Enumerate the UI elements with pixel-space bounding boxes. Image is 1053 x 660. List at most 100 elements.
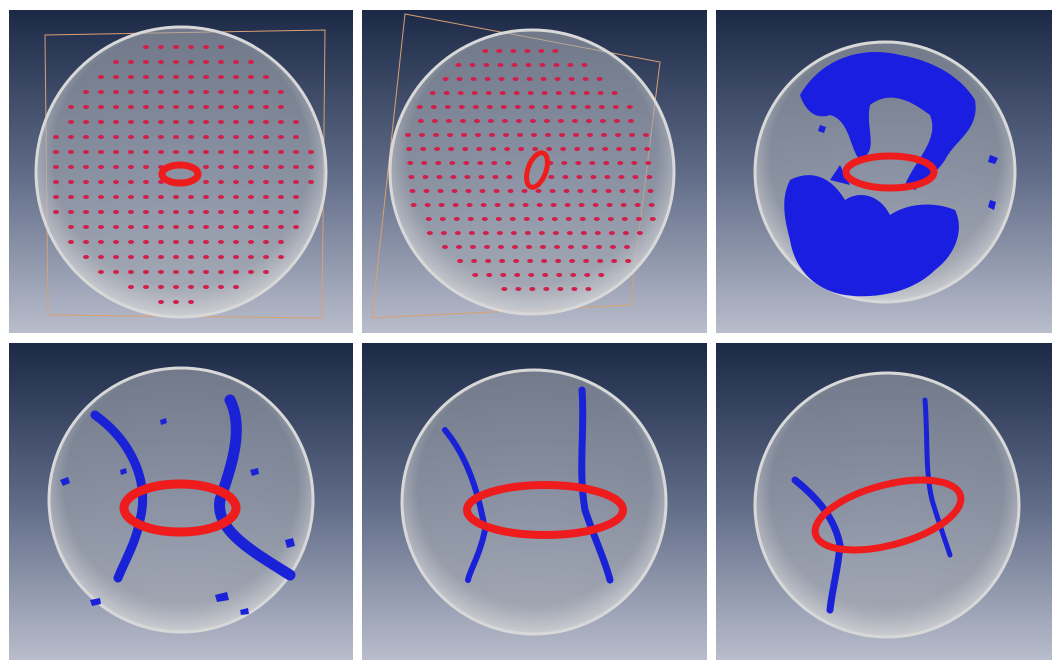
field-arrow: [308, 150, 314, 154]
field-arrow: [218, 180, 224, 184]
field-arrow: [504, 147, 510, 151]
field-arrow: [550, 189, 556, 193]
field-arrow: [143, 165, 149, 169]
field-arrow: [248, 210, 254, 214]
field-arrow: [578, 189, 584, 193]
field-arrow: [83, 90, 89, 94]
field-arrow: [248, 120, 254, 124]
field-arrow: [503, 133, 509, 137]
field-arrow: [466, 189, 472, 193]
field-arrow: [571, 105, 577, 109]
field-arrow: [449, 161, 455, 165]
field-arrow: [98, 105, 104, 109]
field-arrow: [68, 150, 74, 154]
field-arrow: [558, 119, 564, 123]
field-arrow: [621, 203, 627, 207]
field-arrow: [543, 105, 549, 109]
field-arrow: [98, 270, 104, 274]
field-arrow: [624, 245, 630, 249]
field-arrow: [635, 203, 641, 207]
field-arrow: [483, 231, 489, 235]
field-arrow: [518, 147, 524, 151]
field-arrow: [567, 63, 573, 67]
field-arrow: [499, 77, 505, 81]
field-arrow: [486, 273, 492, 277]
field-arrow: [565, 203, 571, 207]
field-arrow: [461, 133, 467, 137]
field-arrow: [649, 203, 655, 207]
field-arrow: [450, 175, 456, 179]
field-arrow: [158, 195, 164, 199]
field-arrow: [509, 203, 515, 207]
field-arrow: [188, 150, 194, 154]
field-arrow: [203, 60, 209, 64]
field-arrow: [278, 180, 284, 184]
field-arrow: [158, 270, 164, 274]
field-arrow: [143, 45, 149, 49]
field-arrow: [143, 120, 149, 124]
field-arrow: [188, 195, 194, 199]
field-arrow: [53, 165, 59, 169]
field-arrow: [442, 245, 448, 249]
field-arrow: [556, 273, 562, 277]
field-arrow: [143, 270, 149, 274]
field-arrow: [499, 259, 505, 263]
field-arrow: [173, 300, 179, 304]
field-arrow: [585, 287, 591, 291]
field-arrow: [143, 150, 149, 154]
field-arrow: [581, 63, 587, 67]
page: (() => { const data = JSON.parse(documen…: [0, 0, 1053, 660]
field-arrow: [143, 135, 149, 139]
field-arrow: [596, 245, 602, 249]
field-arrow: [539, 231, 545, 235]
field-arrow: [622, 217, 628, 221]
field-arrow: [83, 150, 89, 154]
field-arrow: [411, 203, 417, 207]
field-arrow: [646, 175, 652, 179]
field-arrow: [158, 90, 164, 94]
field-arrow: [546, 147, 552, 151]
field-arrow: [648, 189, 654, 193]
field-arrow: [431, 105, 437, 109]
field-arrow: [643, 133, 649, 137]
field-arrow: [483, 63, 489, 67]
field-arrow: [128, 165, 134, 169]
field-arrow: [599, 105, 605, 109]
field-arrow: [420, 147, 426, 151]
field-arrow: [432, 119, 438, 123]
field-arrow: [278, 120, 284, 124]
field-arrow: [611, 259, 617, 263]
field-arrow: [113, 75, 119, 79]
field-arrow: [469, 63, 475, 67]
field-arrow: [544, 119, 550, 123]
field-arrow: [263, 75, 269, 79]
field-arrow: [514, 273, 520, 277]
field-arrow: [524, 49, 530, 53]
field-arrow: [188, 75, 194, 79]
field-arrow: [113, 180, 119, 184]
field-arrow: [552, 217, 558, 221]
field-arrow: [98, 255, 104, 259]
field-arrow: [203, 135, 209, 139]
field-arrow: [98, 240, 104, 244]
field-arrow: [514, 91, 520, 95]
field-arrow: [293, 120, 299, 124]
field-arrow: [598, 91, 604, 95]
field-arrow: [263, 210, 269, 214]
field-arrow: [528, 273, 534, 277]
field-arrow: [562, 175, 568, 179]
field-arrow: [506, 175, 512, 179]
field-arrow: [98, 225, 104, 229]
field-arrow: [233, 255, 239, 259]
field-arrow: [98, 210, 104, 214]
field-arrow: [158, 285, 164, 289]
field-arrow: [472, 91, 478, 95]
field-arrow: [218, 150, 224, 154]
field-arrow: [248, 150, 254, 154]
field-arrow: [615, 133, 621, 137]
field-arrow: [500, 91, 506, 95]
field-arrow: [406, 147, 412, 151]
field-arrow: [557, 105, 563, 109]
field-arrow: [569, 259, 575, 263]
field-arrow: [158, 240, 164, 244]
